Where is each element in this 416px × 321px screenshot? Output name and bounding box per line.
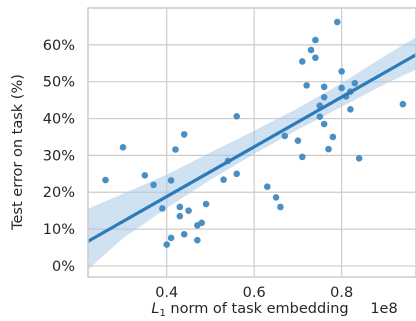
y-tick-label: 10%	[43, 222, 75, 238]
data-point	[307, 46, 315, 54]
data-point	[320, 120, 328, 128]
data-point	[333, 18, 341, 26]
x-axis-label: L1 norm of task embedding	[151, 301, 348, 319]
axes-frame	[87, 7, 416, 278]
data-point	[329, 133, 337, 141]
data-point	[180, 230, 188, 238]
y-tick-label: 0%	[52, 259, 75, 275]
axes-border	[87, 7, 416, 278]
x-tick-labels: 0.4 0.6 0.8	[155, 285, 353, 301]
confidence-band-group	[88, 37, 416, 270]
data-point	[180, 131, 188, 138]
y-tick-label: 20%	[43, 185, 75, 201]
data-point	[312, 54, 319, 62]
data-point	[316, 113, 324, 121]
data-point	[233, 113, 240, 120]
data-point	[320, 83, 328, 91]
data-point	[202, 200, 210, 208]
y-tick-label: 30%	[43, 148, 75, 164]
x-tick-label: 0.6	[243, 285, 266, 301]
y-tick-labels: 0% 10% 20% 30% 40% 50% 60%	[43, 38, 75, 275]
data-point	[338, 84, 345, 92]
data-point	[194, 236, 201, 244]
data-point	[102, 176, 109, 184]
data-point	[198, 219, 206, 227]
data-point	[338, 68, 345, 75]
y-axis-label: Test error on task (%)	[10, 74, 26, 231]
data-point	[119, 143, 127, 151]
data-point	[272, 194, 280, 201]
x-axis-label-text: norm of task embedding	[166, 301, 349, 317]
data-point	[294, 137, 302, 144]
data-point	[281, 132, 289, 140]
x-axis-label-symbol: L	[151, 301, 159, 317]
data-point	[399, 100, 407, 108]
data-point	[167, 234, 175, 242]
x-axis-offset-label: 1e8	[370, 301, 397, 317]
data-point	[167, 177, 175, 184]
data-point	[264, 183, 271, 191]
data-point	[141, 171, 149, 179]
regression-line-group	[87, 53, 416, 243]
y-tick-label: 40%	[43, 112, 75, 128]
y-tick-label: 60%	[43, 38, 75, 54]
data-point	[220, 176, 227, 184]
data-point	[163, 241, 171, 248]
x-tick-label: 0.4	[155, 285, 178, 301]
data-point	[176, 203, 184, 211]
data-point	[312, 36, 319, 44]
data-point	[303, 82, 310, 89]
data-point	[185, 207, 192, 214]
data-point	[159, 205, 166, 212]
data-point	[233, 170, 240, 178]
data-point	[176, 212, 184, 220]
data-point	[150, 181, 157, 189]
data-point	[298, 153, 306, 161]
data-point	[347, 106, 354, 113]
data-point	[172, 146, 179, 153]
confidence-band	[88, 37, 416, 270]
data-point	[351, 79, 359, 87]
data-point	[355, 155, 363, 162]
data-point	[320, 93, 328, 101]
x-tick-label: 0.8	[330, 285, 353, 301]
regression-line	[87, 53, 416, 243]
x-axis-label-subscript: 1	[159, 308, 165, 319]
y-tick-label: 50%	[43, 75, 75, 91]
data-point	[298, 58, 306, 65]
data-point	[277, 203, 284, 211]
data-point	[325, 145, 332, 153]
